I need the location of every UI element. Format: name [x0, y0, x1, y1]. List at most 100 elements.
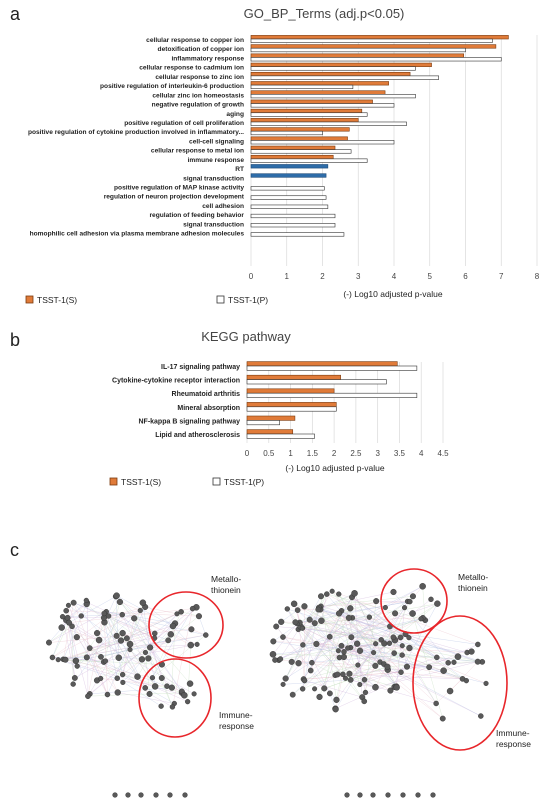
network-node: [164, 683, 170, 689]
category-label: inflammatory response: [171, 55, 244, 62]
network-edge: [309, 619, 365, 702]
network-node: [474, 658, 481, 665]
network-edge: [48, 611, 107, 643]
network-node: [326, 633, 333, 640]
x-tick-label: 1: [285, 272, 290, 281]
network-edge: [318, 607, 478, 662]
immune-response-circle-right: [412, 615, 508, 751]
network-node: [126, 640, 134, 648]
network-edge: [311, 662, 336, 676]
panel-a: a GO_BP_Terms (adj.p<0.05) 0 1 2 3 4 5 6 7 8 cell…: [10, 4, 540, 305]
network-node: [483, 680, 489, 686]
network-node: [158, 675, 165, 681]
network-edge: [149, 693, 173, 708]
network-edge: [145, 606, 177, 615]
bar-series-s: [250, 90, 386, 95]
category-label: negative regulation of growth: [152, 102, 244, 109]
network-node: [340, 671, 346, 678]
network-edge: [298, 629, 346, 679]
bar-series-p: [246, 406, 337, 412]
network-node: [94, 629, 101, 637]
bar-series-s: [250, 81, 389, 86]
network-node: [73, 634, 80, 641]
network-node: [62, 656, 69, 663]
network-edge: [272, 654, 437, 658]
label-line: Immune-: [219, 710, 253, 720]
network-edge: [65, 613, 177, 660]
network-node: [188, 626, 195, 633]
bar-series-s: [250, 53, 465, 58]
bar-series-s: [250, 127, 350, 132]
network-node: [191, 691, 197, 697]
network-node: [391, 650, 397, 656]
network-node: [282, 675, 289, 682]
network-node: [321, 685, 328, 692]
label-line: thionein: [458, 583, 488, 593]
isolated-node: [344, 792, 350, 798]
category-label: Cytokine-cytokine receptor interaction: [112, 378, 240, 385]
x-tick-label: 1: [288, 449, 293, 458]
network-node: [86, 645, 93, 651]
network-node: [347, 676, 354, 683]
network-node: [189, 605, 196, 612]
network-node: [85, 693, 91, 700]
bar-series-s: [250, 44, 497, 49]
x-tick-label: 5: [428, 272, 433, 281]
network-node: [387, 687, 394, 694]
bar-series-p: [246, 379, 387, 385]
network-edge: [310, 613, 396, 671]
bar-series-p: [250, 84, 354, 89]
network-node: [104, 691, 111, 698]
network-node: [392, 610, 399, 617]
network-node: [63, 607, 69, 614]
network-node: [439, 715, 446, 722]
network-edge: [342, 674, 365, 680]
network-node: [345, 645, 351, 651]
network-node: [284, 606, 290, 612]
category-label: homophilic cell adhesion via plasma memb…: [30, 231, 245, 238]
network-node: [335, 610, 343, 617]
network-edge: [332, 591, 402, 673]
legend-swatch-s: [25, 295, 34, 304]
network-edge: [86, 611, 182, 658]
network-edge: [402, 645, 408, 667]
network-edge: [170, 634, 191, 646]
x-axis-label-kegg: (-) Log10 adjusted p-value: [285, 463, 385, 473]
x-tick-label: 3.5: [394, 449, 406, 458]
network-node: [316, 693, 323, 701]
network-node: [292, 619, 299, 626]
network-edge: [278, 639, 382, 661]
network-node: [178, 609, 184, 615]
network-node: [98, 654, 104, 660]
x-tick-label: 3: [356, 272, 361, 281]
network-node: [119, 629, 126, 637]
network-node: [114, 689, 121, 696]
network-edge: [338, 613, 437, 704]
network-node: [433, 700, 439, 707]
network-edge: [142, 602, 156, 687]
network-node: [434, 654, 440, 661]
network-edge: [332, 591, 463, 679]
network-edge: [320, 601, 410, 607]
network-node: [119, 611, 125, 618]
bar-series-s: [250, 136, 348, 141]
label-line: Metallo-: [211, 574, 241, 584]
network-node: [390, 588, 397, 596]
network-edge: [302, 628, 468, 653]
network-node: [373, 598, 380, 605]
network-node: [307, 667, 314, 674]
network-node: [419, 583, 426, 590]
category-label: cellular response to copper ion: [146, 37, 244, 44]
network-node: [280, 681, 286, 687]
network-edge: [58, 634, 206, 660]
bar-series-p: [246, 365, 418, 371]
network-edge: [304, 680, 363, 698]
category-label: RT: [235, 166, 244, 173]
network-node: [187, 641, 195, 649]
bar-series-s: [250, 35, 509, 40]
network-node: [426, 664, 433, 671]
network-edge: [122, 623, 176, 683]
network-node: [366, 614, 373, 620]
network-edge: [337, 674, 463, 680]
legend-label-p: TSST-1(P): [228, 295, 268, 305]
